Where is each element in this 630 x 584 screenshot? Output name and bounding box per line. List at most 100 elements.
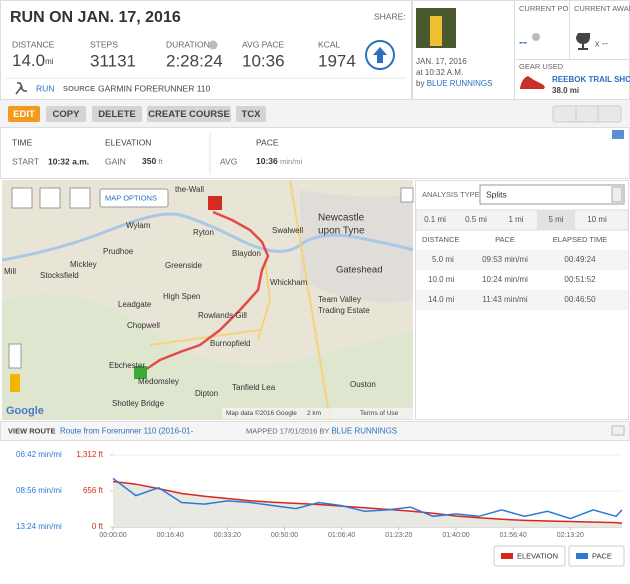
finish-marker[interactable] <box>208 196 222 210</box>
tab[interactable]: 1 mi <box>508 215 523 224</box>
stat-value: 2:28:24 <box>166 51 223 70</box>
place: Ryton <box>193 228 214 237</box>
activity-type[interactable]: RUN <box>36 83 54 93</box>
button-label[interactable]: COPY <box>53 109 81 120</box>
summary <box>0 127 630 179</box>
zoom-control[interactable] <box>8 343 22 369</box>
summary-value: 10:36 min/mi <box>256 156 303 166</box>
collapse-button[interactable] <box>611 425 625 436</box>
source-label: SOURCE <box>63 84 95 93</box>
street-view[interactable] <box>10 374 20 392</box>
y2-tick-label: 08:56 min/mi <box>16 486 62 495</box>
select-arrow[interactable] <box>611 186 623 203</box>
x-tick-label: 01:40:00 <box>442 532 469 539</box>
collapse-button[interactable] <box>612 130 624 139</box>
place: Trading Estate <box>318 306 370 315</box>
elevation-line <box>112 480 623 524</box>
tab[interactable]: 5 mi <box>548 215 563 224</box>
gear-distance: 38.0 mi <box>552 86 579 95</box>
map-options-label[interactable]: MAP OPTIONS <box>105 193 157 202</box>
rotate-button[interactable] <box>69 187 91 209</box>
place: Leadgate <box>118 300 152 309</box>
tab[interactable]: 10 mi <box>587 215 607 224</box>
place: Ouston <box>350 380 376 389</box>
stat-value: 1974 <box>318 51 356 70</box>
place: Shotley Bridge <box>112 399 165 408</box>
terms[interactable]: Terms of Use <box>360 410 399 417</box>
route-mapped: MAPPED 17/01/2016 BY BLUE RUNNINGS <box>246 426 397 435</box>
gear-name[interactable]: REEBOK TRAIL SHO... <box>552 75 630 84</box>
route-name[interactable]: Route from Forerunner 110 (2016-01- <box>60 427 194 436</box>
button[interactable] <box>147 106 231 122</box>
source-value: GARMIN FORERUNNER 110 <box>98 83 211 93</box>
col-header: PACE <box>495 235 515 244</box>
button-label[interactable]: TCX <box>242 109 262 120</box>
summary-label: PACE <box>256 137 279 147</box>
legend-label[interactable]: ELEVATION <box>517 551 558 560</box>
cell: 09:53 min/mi <box>482 255 528 264</box>
trophy-icon <box>576 33 590 50</box>
place: the-Wall <box>175 185 204 194</box>
profile-chart: 0 ft 656 ft 1,312 ft 13:24 min/mi 08:56 min/… <box>16 450 623 539</box>
start-marker[interactable] <box>134 366 147 379</box>
tab[interactable]: 0.1 mi <box>424 215 446 224</box>
button-label[interactable]: CREATE COURSE <box>148 109 230 120</box>
place: Mill <box>4 267 16 276</box>
button-label[interactable]: DELETE <box>98 109 135 120</box>
x-tick-label: 00:50:00 <box>271 532 298 539</box>
roads <box>149 179 331 421</box>
stat-value: 14.0mi <box>12 51 54 70</box>
avatar-figure <box>430 16 442 46</box>
y2-tick-label: 13:24 min/mi <box>16 522 62 531</box>
tab[interactable]: 0.5 mi <box>465 215 487 224</box>
x-tick-label: 00:00:00 <box>99 532 126 539</box>
place: Chopwell <box>127 321 160 330</box>
analysis-select[interactable] <box>479 184 625 205</box>
place: Team Valley <box>318 295 361 304</box>
button[interactable] <box>236 106 266 122</box>
fullscreen-button[interactable] <box>11 187 33 209</box>
stat-label: AVG PACE <box>242 39 285 49</box>
legend-item[interactable] <box>568 545 625 567</box>
legend-swatch <box>576 553 588 559</box>
help-icon[interactable] <box>532 33 540 41</box>
3d-button[interactable] <box>39 187 61 209</box>
analysis-label: ANALYSIS TYPE: <box>422 190 482 199</box>
map-options[interactable] <box>99 188 169 208</box>
button-label[interactable]: EDIT <box>13 109 35 120</box>
summary-label: ELEVATION <box>105 137 151 147</box>
x-tick-label: 02:13:20 <box>557 532 584 539</box>
place: Stocksfield <box>40 271 79 280</box>
view-toggle[interactable] <box>552 105 622 123</box>
profile-time: at 10:32 A.M. <box>416 68 463 77</box>
legend-item[interactable] <box>493 545 566 567</box>
tab-active[interactable] <box>537 210 575 230</box>
stat-label: DISTANCE <box>12 39 55 49</box>
cell: 00:46:50 <box>564 295 596 304</box>
share-label: SHARE: <box>374 11 406 21</box>
button[interactable] <box>46 106 86 122</box>
cell: 5.0 mi <box>432 255 454 264</box>
map-green <box>2 294 413 420</box>
x-tick-label: 01:56:40 <box>500 532 527 539</box>
tabs: 0.1 mi 0.5 mi 1 mi 5 mi 10 mi <box>415 209 629 231</box>
legend-label[interactable]: PACE <box>592 551 612 560</box>
profile-by: by BLUE RUNNINGS <box>416 79 492 88</box>
help-icon[interactable] <box>208 40 218 50</box>
summary-value: 350 ft <box>142 156 164 166</box>
place: Medomsley <box>138 377 179 386</box>
gear-label: GEAR USED <box>519 62 564 71</box>
button[interactable] <box>8 106 40 122</box>
button[interactable] <box>92 106 142 122</box>
panel-toggle[interactable] <box>400 187 414 203</box>
y-tick-label: 1,312 ft <box>76 450 103 459</box>
stat-value: 31131 <box>90 51 136 70</box>
summary-value: 10:32 a.m. <box>48 156 89 166</box>
stat-label: DURATION <box>166 39 210 49</box>
stat-value: 10:36 <box>242 51 285 70</box>
gear-card <box>514 59 630 100</box>
run-icon <box>15 82 27 95</box>
analysis-value[interactable]: Splits <box>486 189 507 199</box>
x-tick-label: 01:06:40 <box>328 532 355 539</box>
